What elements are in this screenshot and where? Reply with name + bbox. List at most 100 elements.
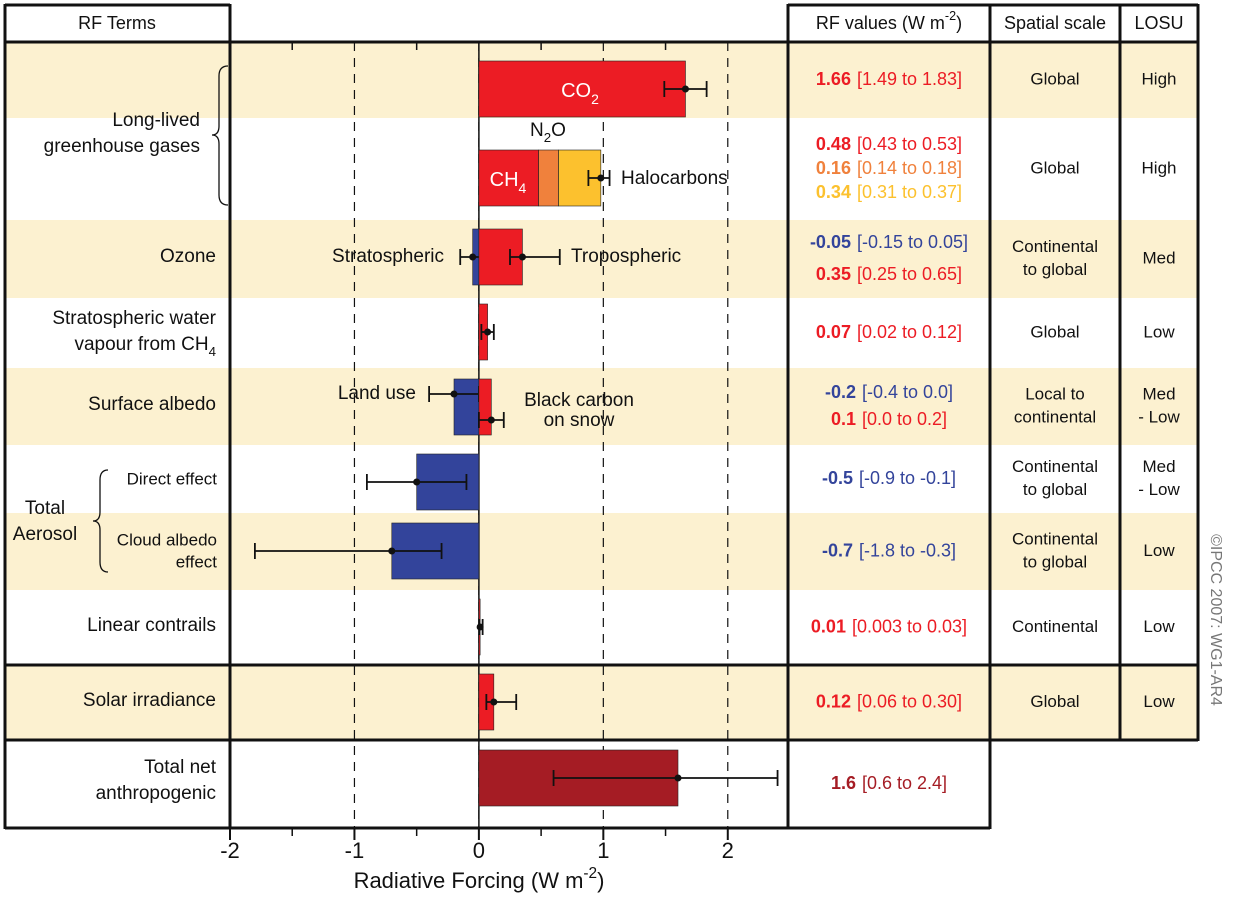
rf-value-number: 0.16 <box>816 158 851 178</box>
error-center <box>469 253 477 261</box>
row-label: greenhouse gases <box>44 136 200 157</box>
text-segment: RF values (W m <box>816 13 945 33</box>
copyright: ©IPCC 2007: WG1-AR4 <box>1207 534 1224 706</box>
rf-value-number: 0.01 <box>811 616 846 636</box>
bar-label: CH4 <box>490 169 527 195</box>
rf-value-number: 0.1 <box>831 409 856 429</box>
losu: Med <box>1142 457 1175 476</box>
sub-row-label: Cloud albedo <box>117 530 217 549</box>
rf-value-range: [-0.4 to 0.0] <box>862 382 953 402</box>
rf-value: -0.7 [-1.8 to -0.3] <box>822 540 956 560</box>
header-rf-terms: RF Terms <box>78 13 156 33</box>
rf-value: 0.35 [0.25 to 0.65] <box>816 264 962 284</box>
text-segment: vapour from CH <box>74 334 208 355</box>
error-center <box>487 416 495 424</box>
spatial-scale: Global <box>1030 69 1079 88</box>
spatial-scale: to global <box>1023 260 1087 279</box>
frame <box>3 3 1200 830</box>
error-center <box>450 390 458 398</box>
row-label: Long-lived <box>112 110 200 131</box>
row-label: Total net <box>144 757 217 778</box>
rf-value: 0.12 [0.06 to 0.30] <box>816 691 962 711</box>
rf-value: 0.1 [0.0 to 0.2] <box>831 409 947 429</box>
x-tick-label: -1 <box>345 838 365 863</box>
stack-total-point <box>597 174 605 182</box>
bar-label: CO2 <box>561 80 599 106</box>
losu: Med <box>1142 248 1175 267</box>
text-segment: Radiative Forcing (W m <box>354 868 584 893</box>
bar-label: N2O <box>530 120 566 145</box>
error-center <box>674 774 682 782</box>
losu: High <box>1142 69 1177 88</box>
spatial-scale: Global <box>1030 322 1079 341</box>
brace <box>211 65 229 206</box>
marks <box>253 60 779 807</box>
losu: Med <box>1142 384 1175 403</box>
rf-value-range: [0.6 to 2.4] <box>862 773 947 793</box>
rf-value-range: [0.02 to 0.12] <box>857 322 962 342</box>
bar <box>478 378 492 436</box>
rf-value-number: 0.07 <box>816 322 851 342</box>
spatial-scale: Global <box>1030 692 1079 711</box>
losu: - Low <box>1138 480 1180 499</box>
row-label: Solar irradiance <box>83 690 216 711</box>
rf-value-range: [0.31 to 0.37] <box>857 182 962 202</box>
superscript: -2 <box>945 9 956 23</box>
row-label: anthropogenic <box>96 783 216 804</box>
spatial-scale: continental <box>1014 407 1096 426</box>
subscript: 4 <box>519 180 527 196</box>
row-backgrounds <box>5 42 1198 740</box>
rf-value: -0.05 [-0.15 to 0.05] <box>810 232 968 252</box>
spatial-scale: to global <box>1023 480 1087 499</box>
rf-value-number: 1.66 <box>816 69 851 89</box>
error-center <box>476 623 484 631</box>
rf-value-number: 0.48 <box>816 134 851 154</box>
rf-value-range: [0.25 to 0.65] <box>857 264 962 284</box>
row-label: vapour from CH4 <box>74 334 216 359</box>
x-tick-label: 2 <box>722 838 734 863</box>
losu: High <box>1142 158 1177 177</box>
bar-label: Halocarbons <box>621 168 728 189</box>
rf-value: 0.16 [0.14 to 0.18] <box>816 158 962 178</box>
rf-value-range: [-1.8 to -0.3] <box>859 540 956 560</box>
text-segment: ) <box>956 13 962 33</box>
losu: Low <box>1143 692 1175 711</box>
row-label: Linear contrails <box>87 615 216 636</box>
spatial-scale: Global <box>1030 158 1079 177</box>
text-segment: N <box>530 120 544 141</box>
rf-value-range: [0.14 to 0.18] <box>857 158 962 178</box>
rf-value-range: [0.43 to 0.53] <box>857 134 962 154</box>
rf-value-range: [0.0 to 0.2] <box>862 409 947 429</box>
losu: - Low <box>1138 407 1180 426</box>
spatial-scale: to global <box>1023 552 1087 571</box>
error-center <box>388 547 396 555</box>
bar <box>478 60 686 118</box>
rf-value: 0.01 [0.003 to 0.03] <box>811 616 967 636</box>
spatial-scale: Continental <box>1012 237 1098 256</box>
header-losu: LOSU <box>1134 13 1183 33</box>
rf-value: -0.2 [-0.4 to 0.0] <box>825 382 953 402</box>
rf-value-number: 0.35 <box>816 264 851 284</box>
error-center <box>490 698 498 706</box>
error-center <box>413 478 421 486</box>
rf-value-range: [0.003 to 0.03] <box>852 616 967 636</box>
rf-value: -0.5 [-0.9 to -0.1] <box>822 468 956 488</box>
error-center <box>681 85 689 93</box>
rf-value: 0.07 [0.02 to 0.12] <box>816 322 962 342</box>
subscript: 2 <box>544 130 551 145</box>
spatial-scale: Continental <box>1012 617 1098 636</box>
text-segment: CO <box>561 80 591 102</box>
row-background <box>5 665 1198 740</box>
subscript: 2 <box>591 91 599 107</box>
row-background <box>5 368 1198 445</box>
header-spatial-scale: Spatial scale <box>1004 13 1106 33</box>
x-axis-title: Radiative Forcing (W m-2) <box>354 865 605 893</box>
text-segment: ) <box>597 868 604 893</box>
bar <box>453 378 480 436</box>
rf-value-number: -0.2 <box>825 382 856 402</box>
row-label: Aerosol <box>13 524 77 545</box>
row-label: Ozone <box>160 246 216 267</box>
x-tick-label: 1 <box>597 838 609 863</box>
